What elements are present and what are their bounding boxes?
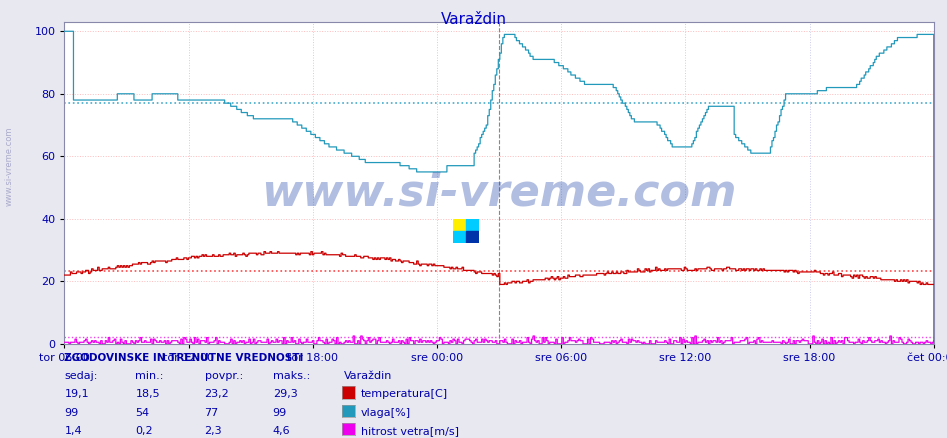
Text: 54: 54	[135, 408, 150, 417]
Text: 23,2: 23,2	[205, 389, 229, 399]
Bar	[453, 231, 466, 243]
Text: maks.:: maks.:	[273, 371, 310, 381]
Text: www.si-vreme.com: www.si-vreme.com	[5, 127, 14, 206]
Text: 77: 77	[205, 408, 219, 417]
Text: 0,2: 0,2	[135, 426, 153, 436]
Text: Varaždin: Varaždin	[344, 371, 392, 381]
Text: 19,1: 19,1	[64, 389, 89, 399]
Text: Varaždin: Varaždin	[440, 12, 507, 27]
Text: povpr.:: povpr.:	[205, 371, 242, 381]
Text: ZGODOVINSKE IN TRENUTNE VREDNOSTI: ZGODOVINSKE IN TRENUTNE VREDNOSTI	[64, 353, 304, 364]
Text: 4,6: 4,6	[273, 426, 291, 436]
Text: 29,3: 29,3	[273, 389, 297, 399]
Text: www.si-vreme.com: www.si-vreme.com	[261, 171, 737, 214]
Bar	[466, 231, 479, 243]
Text: vlaga[%]: vlaga[%]	[361, 408, 411, 417]
Bar	[466, 219, 479, 231]
Text: sedaj:: sedaj:	[64, 371, 98, 381]
Text: min.:: min.:	[135, 371, 164, 381]
Text: 99: 99	[64, 408, 79, 417]
Bar	[453, 219, 466, 231]
Text: 2,3: 2,3	[205, 426, 223, 436]
Text: 1,4: 1,4	[64, 426, 82, 436]
Text: hitrost vetra[m/s]: hitrost vetra[m/s]	[361, 426, 458, 436]
Text: temperatura[C]: temperatura[C]	[361, 389, 448, 399]
Text: 99: 99	[273, 408, 287, 417]
Text: 18,5: 18,5	[135, 389, 160, 399]
